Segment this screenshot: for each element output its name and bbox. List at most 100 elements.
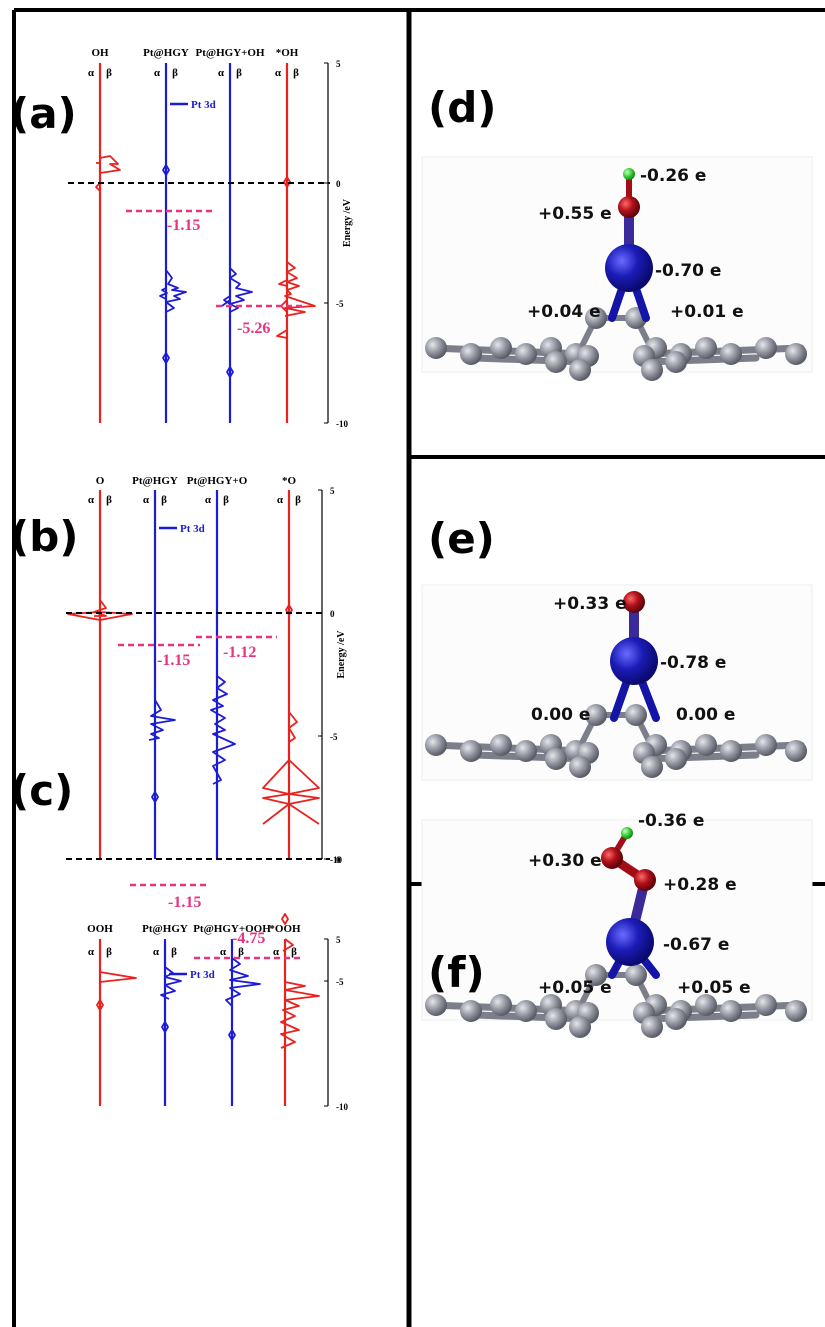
column-header: *OH — [276, 47, 299, 59]
dos-peak — [160, 966, 182, 1000]
carbon-atom — [625, 964, 647, 986]
carbon-atom — [585, 307, 607, 329]
carbon-atom — [515, 740, 537, 762]
oxygen-atom — [634, 869, 656, 891]
tick-label: -5 — [336, 299, 344, 309]
level-annotation: -4.75 — [232, 930, 265, 947]
dos-peak — [283, 176, 291, 188]
beta-label: β — [291, 946, 297, 958]
alpha-label: α — [205, 494, 212, 506]
platinum-atom — [606, 918, 654, 966]
dos-peak — [151, 791, 159, 803]
tick-label: -5 — [336, 977, 344, 987]
legend-label: Pt 3d — [180, 523, 205, 535]
panel-label: (f) — [428, 948, 485, 997]
dos-peak — [281, 913, 289, 925]
dos-peak — [148, 699, 176, 741]
column-header: Pt@HGY+O — [187, 475, 248, 487]
hydrogen-atom — [623, 168, 635, 180]
panel-label: (a) — [10, 89, 77, 138]
carbon-atom — [460, 343, 482, 365]
dos-curves-c: -1.15 -4.75 — [66, 855, 330, 1106]
carbon-atom — [515, 343, 537, 365]
carbon-atom — [695, 734, 717, 756]
platinum-atom — [610, 637, 658, 685]
column-header: Pt@HGY — [132, 475, 178, 487]
carbon-atom — [490, 337, 512, 359]
carbon-atom — [641, 1016, 663, 1038]
tick-label: 5 — [330, 486, 335, 496]
charge-label: +0.33 e — [553, 594, 627, 614]
beta-label: β — [295, 494, 301, 506]
panel-label: (b) — [10, 512, 78, 561]
charge-label: +0.55 e — [538, 204, 612, 224]
carbon-atom — [720, 343, 742, 365]
beta-label: β — [171, 946, 177, 958]
charge-label: +0.05 e — [677, 978, 751, 998]
structure-panel-d: (d) -0.26 e +0.55 e -0.70 e +0.04 e +0.01 e — [421, 83, 813, 381]
carbon-atom — [515, 1000, 537, 1022]
carbon-atom — [425, 994, 447, 1016]
beta-label: β — [236, 67, 242, 79]
oxygen-atom — [601, 847, 623, 869]
carbon-atom — [695, 994, 717, 1016]
alpha-label: α — [220, 946, 227, 958]
panel-label: (e) — [428, 514, 495, 563]
alpha-label: α — [88, 946, 95, 958]
dos-curves-b: -1.15 -1.12 — [66, 490, 322, 859]
dos-peak — [162, 352, 170, 364]
beta-label: β — [293, 67, 299, 79]
tick-label: 5 — [336, 935, 341, 945]
charge-label: +0.30 e — [528, 851, 602, 871]
column-header: *O — [282, 475, 297, 487]
dos-peak — [228, 1029, 236, 1041]
legend-label: Pt 3d — [191, 99, 216, 111]
dos-curves-a: -1.15 -5.26 — [68, 63, 330, 423]
carbon-atom — [425, 337, 447, 359]
dos-peak — [221, 267, 253, 313]
carbon-atom — [545, 748, 567, 770]
alpha-label: α — [88, 494, 95, 506]
hydrogen-atom — [621, 827, 633, 839]
tick-label: 5 — [336, 59, 341, 69]
charge-label: -0.26 e — [640, 166, 706, 186]
charge-label: -0.78 e — [660, 653, 726, 673]
carbon-atom — [490, 734, 512, 756]
panel-label: (d) — [428, 83, 496, 132]
charge-label: +0.05 e — [538, 978, 612, 998]
carbon-atom — [569, 359, 591, 381]
dos-peak — [96, 155, 121, 174]
carbon-atom — [585, 704, 607, 726]
column-header: Pt@HGY+OOH — [193, 923, 271, 935]
axis-title: Energy /eV — [336, 630, 347, 679]
carbon-atom — [490, 994, 512, 1016]
carbon-atom — [641, 756, 663, 778]
carbon-atom — [720, 740, 742, 762]
alpha-label: α — [143, 494, 150, 506]
beta-label: β — [172, 67, 178, 79]
alpha-label: α — [154, 67, 161, 79]
dos-peak — [95, 182, 101, 192]
carbon-atom — [785, 343, 807, 365]
beta-label: β — [106, 67, 112, 79]
dos-peak — [280, 938, 320, 1049]
dos-peak — [262, 711, 320, 825]
dos-peak — [285, 604, 293, 616]
carbon-atom — [425, 734, 447, 756]
carbon-atom — [665, 1008, 687, 1030]
platinum-atom — [605, 244, 653, 292]
dos-peak — [226, 366, 234, 378]
charge-label: +0.28 e — [663, 875, 737, 895]
dos-peak — [276, 261, 316, 339]
beta-label: β — [106, 946, 112, 958]
beta-label: β — [238, 946, 244, 958]
tick-label: -10 — [330, 855, 342, 865]
carbon-atom — [641, 359, 663, 381]
carbon-atom — [460, 1000, 482, 1022]
column-header: Pt@HGY — [143, 47, 189, 59]
tick-label: 0 — [330, 609, 335, 619]
column-header: Pt@HGY+OH — [195, 47, 264, 59]
